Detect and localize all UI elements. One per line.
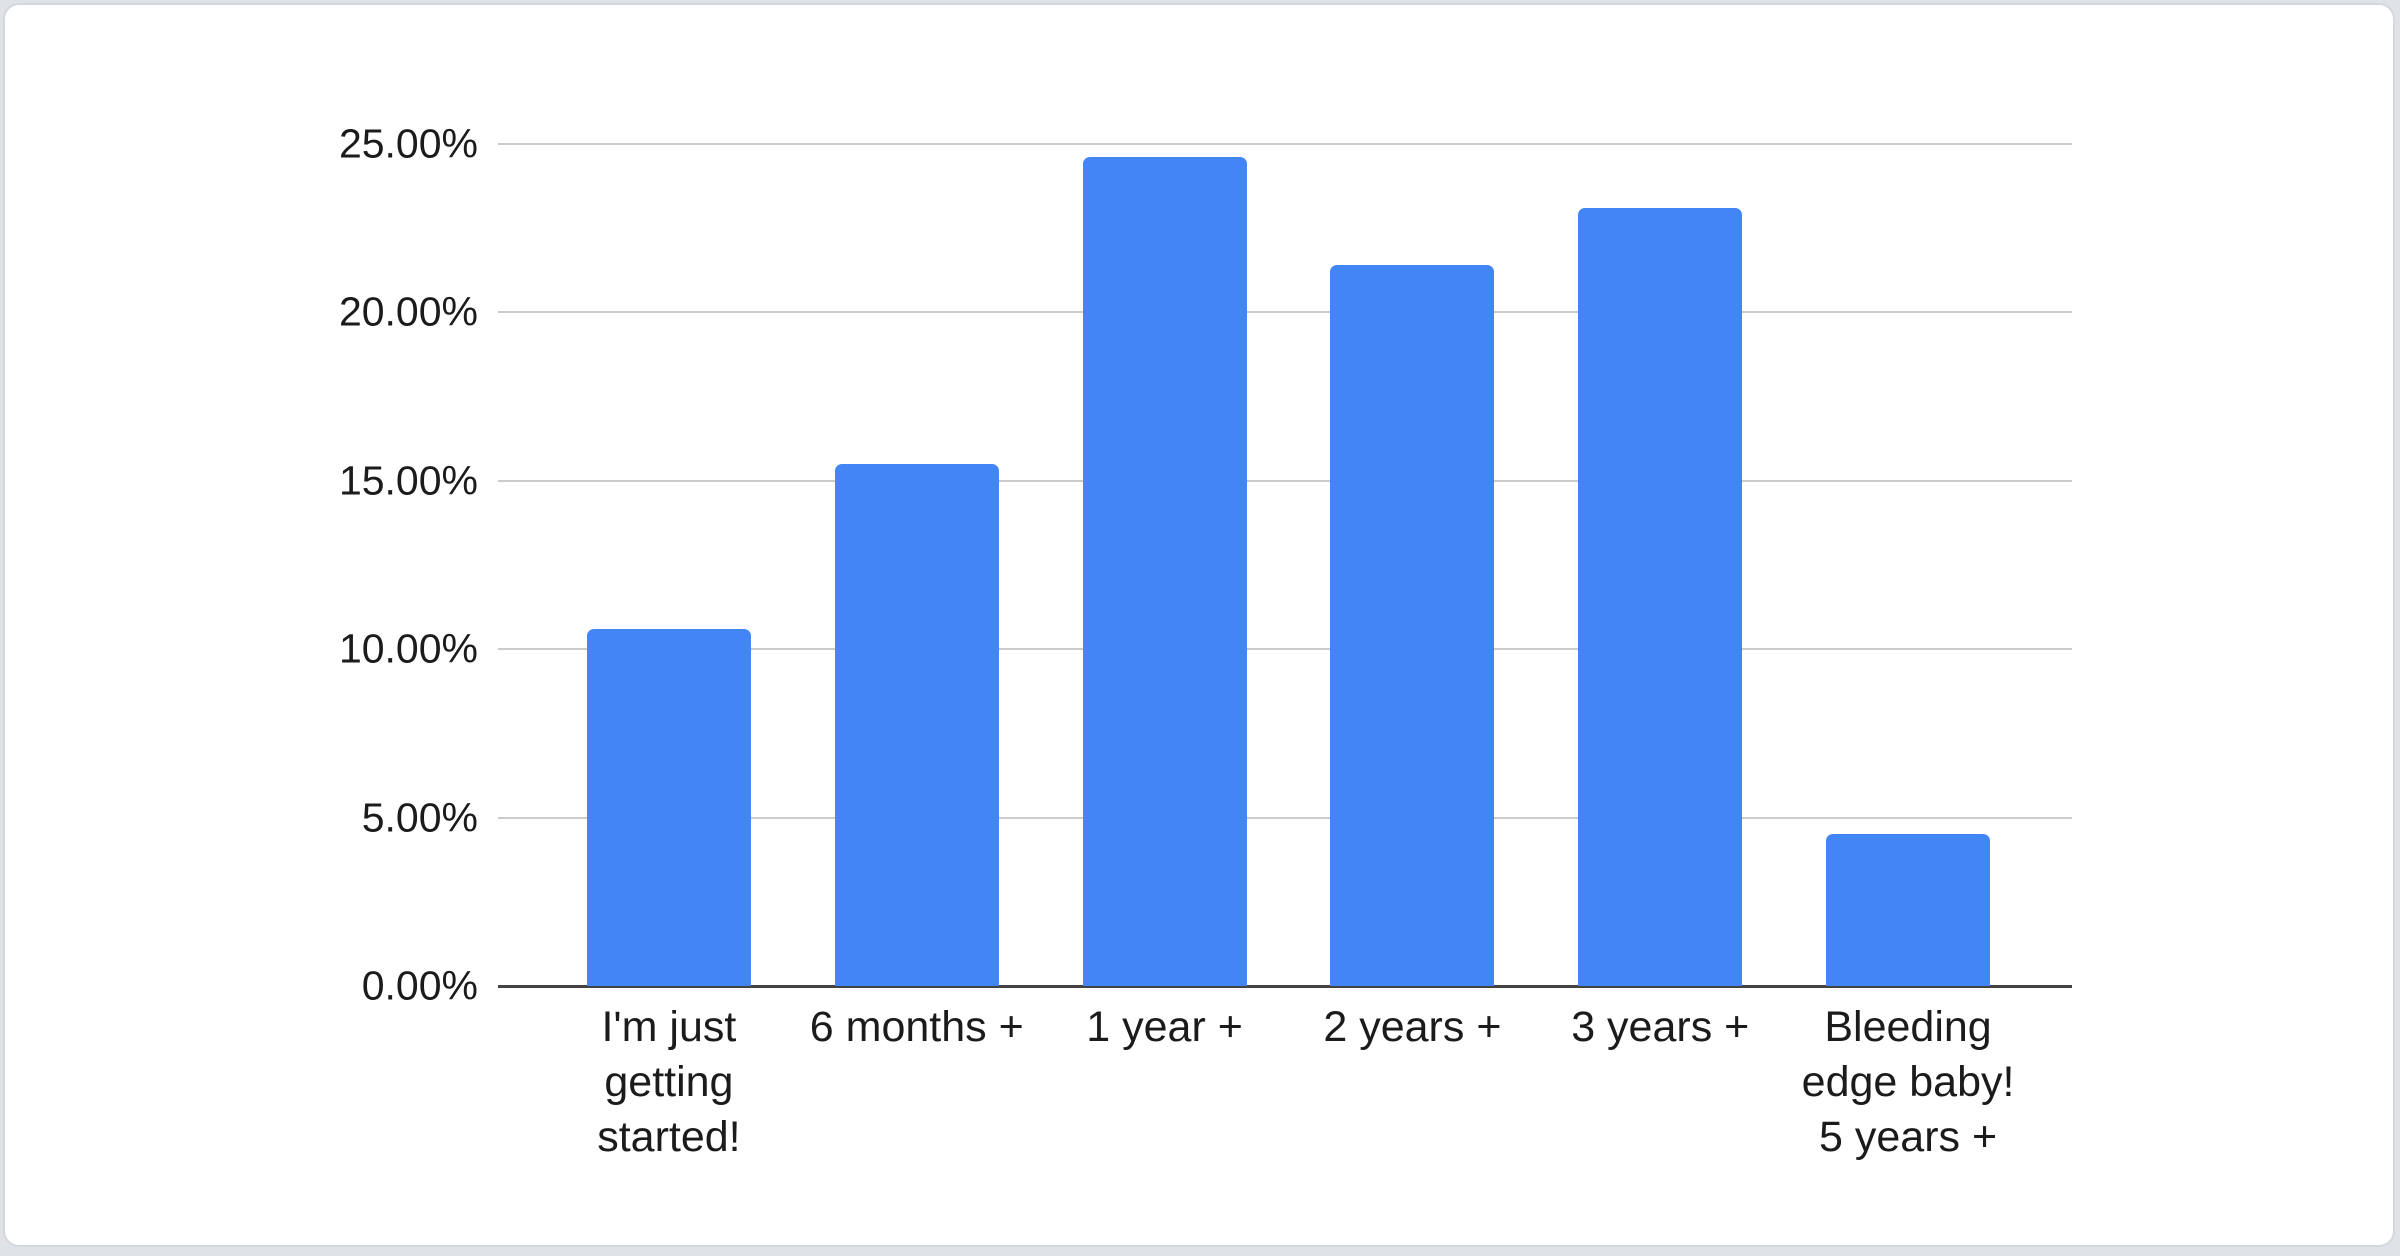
x-axis-category-label: 6 months + (793, 1000, 1041, 1165)
y-axis-tick-label: 20.00% (338, 288, 478, 335)
x-axis-category-label-line: 3 years + (1571, 1003, 1750, 1051)
bar-band (1288, 144, 1536, 986)
gridline (498, 479, 2072, 482)
bars-container (545, 144, 2032, 986)
x-axis-category-label-line: 5 years + (1819, 1113, 1998, 1161)
x-axis-category-label: 2 years + (1288, 1000, 1536, 1165)
x-axis-category-label-line: getting (604, 1058, 734, 1106)
y-axis-tick-label: 15.00% (338, 457, 478, 504)
x-axis-category-label-line: edge baby! (1801, 1058, 2015, 1106)
x-axis-category-label-line: started! (597, 1113, 741, 1161)
bar-band (1784, 144, 2032, 986)
bar-band (1041, 144, 1289, 986)
bar-2[interactable] (834, 463, 999, 986)
plot-area (498, 143, 2072, 988)
x-axis-category-label-line: 1 year + (1086, 1003, 1243, 1051)
x-axis-category-label: 3 years + (1536, 1000, 1784, 1165)
bar-band (545, 144, 793, 986)
x-axis-category-label: 1 year + (1041, 1000, 1289, 1165)
x-axis-category-label-line: 2 years + (1323, 1003, 1502, 1051)
x-axis-category-label-line: Bleeding (1824, 1003, 1992, 1051)
x-axis-category-label: I'm just getting started! (545, 1000, 793, 1165)
bar-5[interactable] (1578, 208, 1743, 986)
x-axis-category-label-line: 6 months + (809, 1003, 1024, 1051)
y-axis-tick-label: 25.00% (338, 120, 478, 167)
x-axis-category-label-line: I'm just (601, 1003, 737, 1051)
gridline (498, 648, 2072, 651)
bar-1[interactable] (586, 629, 751, 986)
bar-band (1536, 144, 1784, 986)
chart-card: 25.00% 20.00% 15.00% 10.00% 5.00% 0.00% I'm j… (3, 3, 2395, 1247)
x-axis-category-label: Bleeding edge baby! 5 years + (1784, 1000, 2032, 1165)
bar-6[interactable] (1826, 834, 1991, 986)
y-axis: 25.00% 20.00% 15.00% 10.00% 5.00% 0.00% (5, 121, 478, 1009)
bar-band (793, 144, 1041, 986)
gridline (498, 816, 2072, 819)
x-axis: I'm just getting started! 6 months + 1 year … (545, 1000, 2032, 1165)
y-axis-tick-label: 0.00% (361, 962, 478, 1009)
bar-chart: 25.00% 20.00% 15.00% 10.00% 5.00% 0.00% I'm j… (5, 5, 2393, 1245)
gridline (498, 311, 2072, 314)
x-axis-baseline (498, 985, 2072, 988)
y-axis-tick-label: 5.00% (361, 794, 478, 841)
bar-3[interactable] (1082, 157, 1247, 986)
bar-4[interactable] (1330, 265, 1495, 986)
gridline (498, 143, 2072, 145)
y-axis-tick-label: 10.00% (338, 625, 478, 672)
